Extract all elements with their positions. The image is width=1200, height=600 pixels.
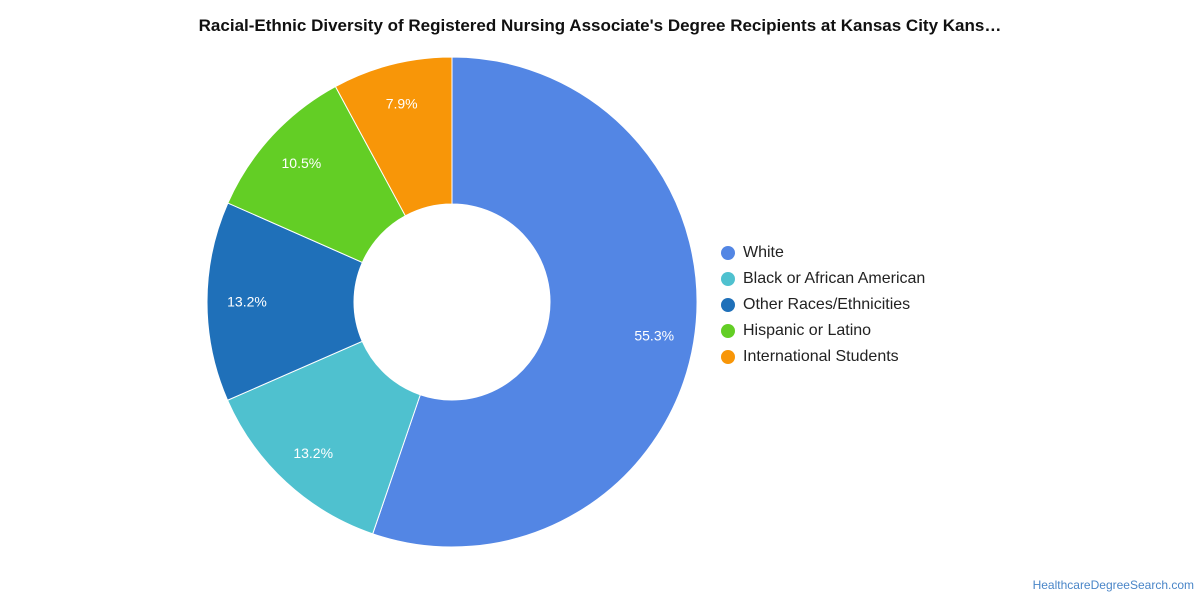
slice-labels: 55.3% 13.2% 13.2% 10.5% 7.9% xyxy=(227,95,674,461)
legend-item-black-or-african-american[interactable]: Black or African American xyxy=(721,266,925,292)
legend-item-white[interactable]: White xyxy=(721,240,925,266)
slice-label: 10.5% xyxy=(282,155,322,171)
slice-other-races-ethnicities[interactable] xyxy=(206,202,364,401)
chart-legend: White Black or African American Other Race… xyxy=(721,240,925,370)
legend-swatch-icon xyxy=(721,272,735,286)
legend-label: Black or African American xyxy=(743,270,926,287)
legend-label: White xyxy=(743,244,784,261)
slice-label: 7.9% xyxy=(386,95,418,111)
slice-label: 13.2% xyxy=(227,294,267,310)
legend-swatch-icon xyxy=(721,350,735,364)
legend-label: Hispanic or Latino xyxy=(743,322,872,339)
source-credit[interactable]: HealthcareDegreeSearch.com xyxy=(1032,578,1194,592)
slice-hispanic-or-latino[interactable] xyxy=(227,85,407,264)
legend-swatch-icon xyxy=(721,246,735,260)
legend-item-international-students[interactable]: International Students xyxy=(721,344,925,370)
slice-black-or-african-american[interactable] xyxy=(226,340,421,535)
slice-international-students[interactable] xyxy=(334,56,453,217)
slice-label: 55.3% xyxy=(634,328,674,344)
legend-item-hispanic-or-latino[interactable]: Hispanic or Latino xyxy=(721,318,925,344)
donut-slices xyxy=(206,56,698,548)
slice-white[interactable] xyxy=(372,56,698,548)
chart-title: Racial-Ethnic Diversity of Registered Nu… xyxy=(198,16,1002,35)
legend-label: International Students xyxy=(743,348,899,365)
slice-label: 13.2% xyxy=(293,445,333,461)
legend-swatch-icon xyxy=(721,298,735,312)
legend-swatch-icon xyxy=(721,324,735,338)
legend-label: Other Races/Ethnicities xyxy=(743,296,911,313)
legend-item-other-races-ethnicities[interactable]: Other Races/Ethnicities xyxy=(721,292,925,318)
